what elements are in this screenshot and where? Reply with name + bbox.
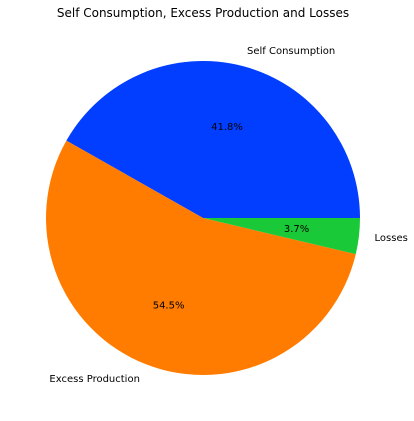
chart-title: Self Consumption, Excess Production and … (57, 6, 349, 20)
pie-slices (46, 61, 360, 375)
slice-percent-self-consumption: 41.8% (211, 122, 243, 133)
slice-label-losses: Losses (375, 233, 408, 244)
slice-percent-excess-production: 54.5% (153, 301, 185, 312)
slice-percent-losses: 3.7% (284, 224, 309, 235)
slice-label-self-consumption: Self Consumption (247, 46, 335, 57)
slice-label-excess-production: Excess Production (49, 374, 140, 385)
